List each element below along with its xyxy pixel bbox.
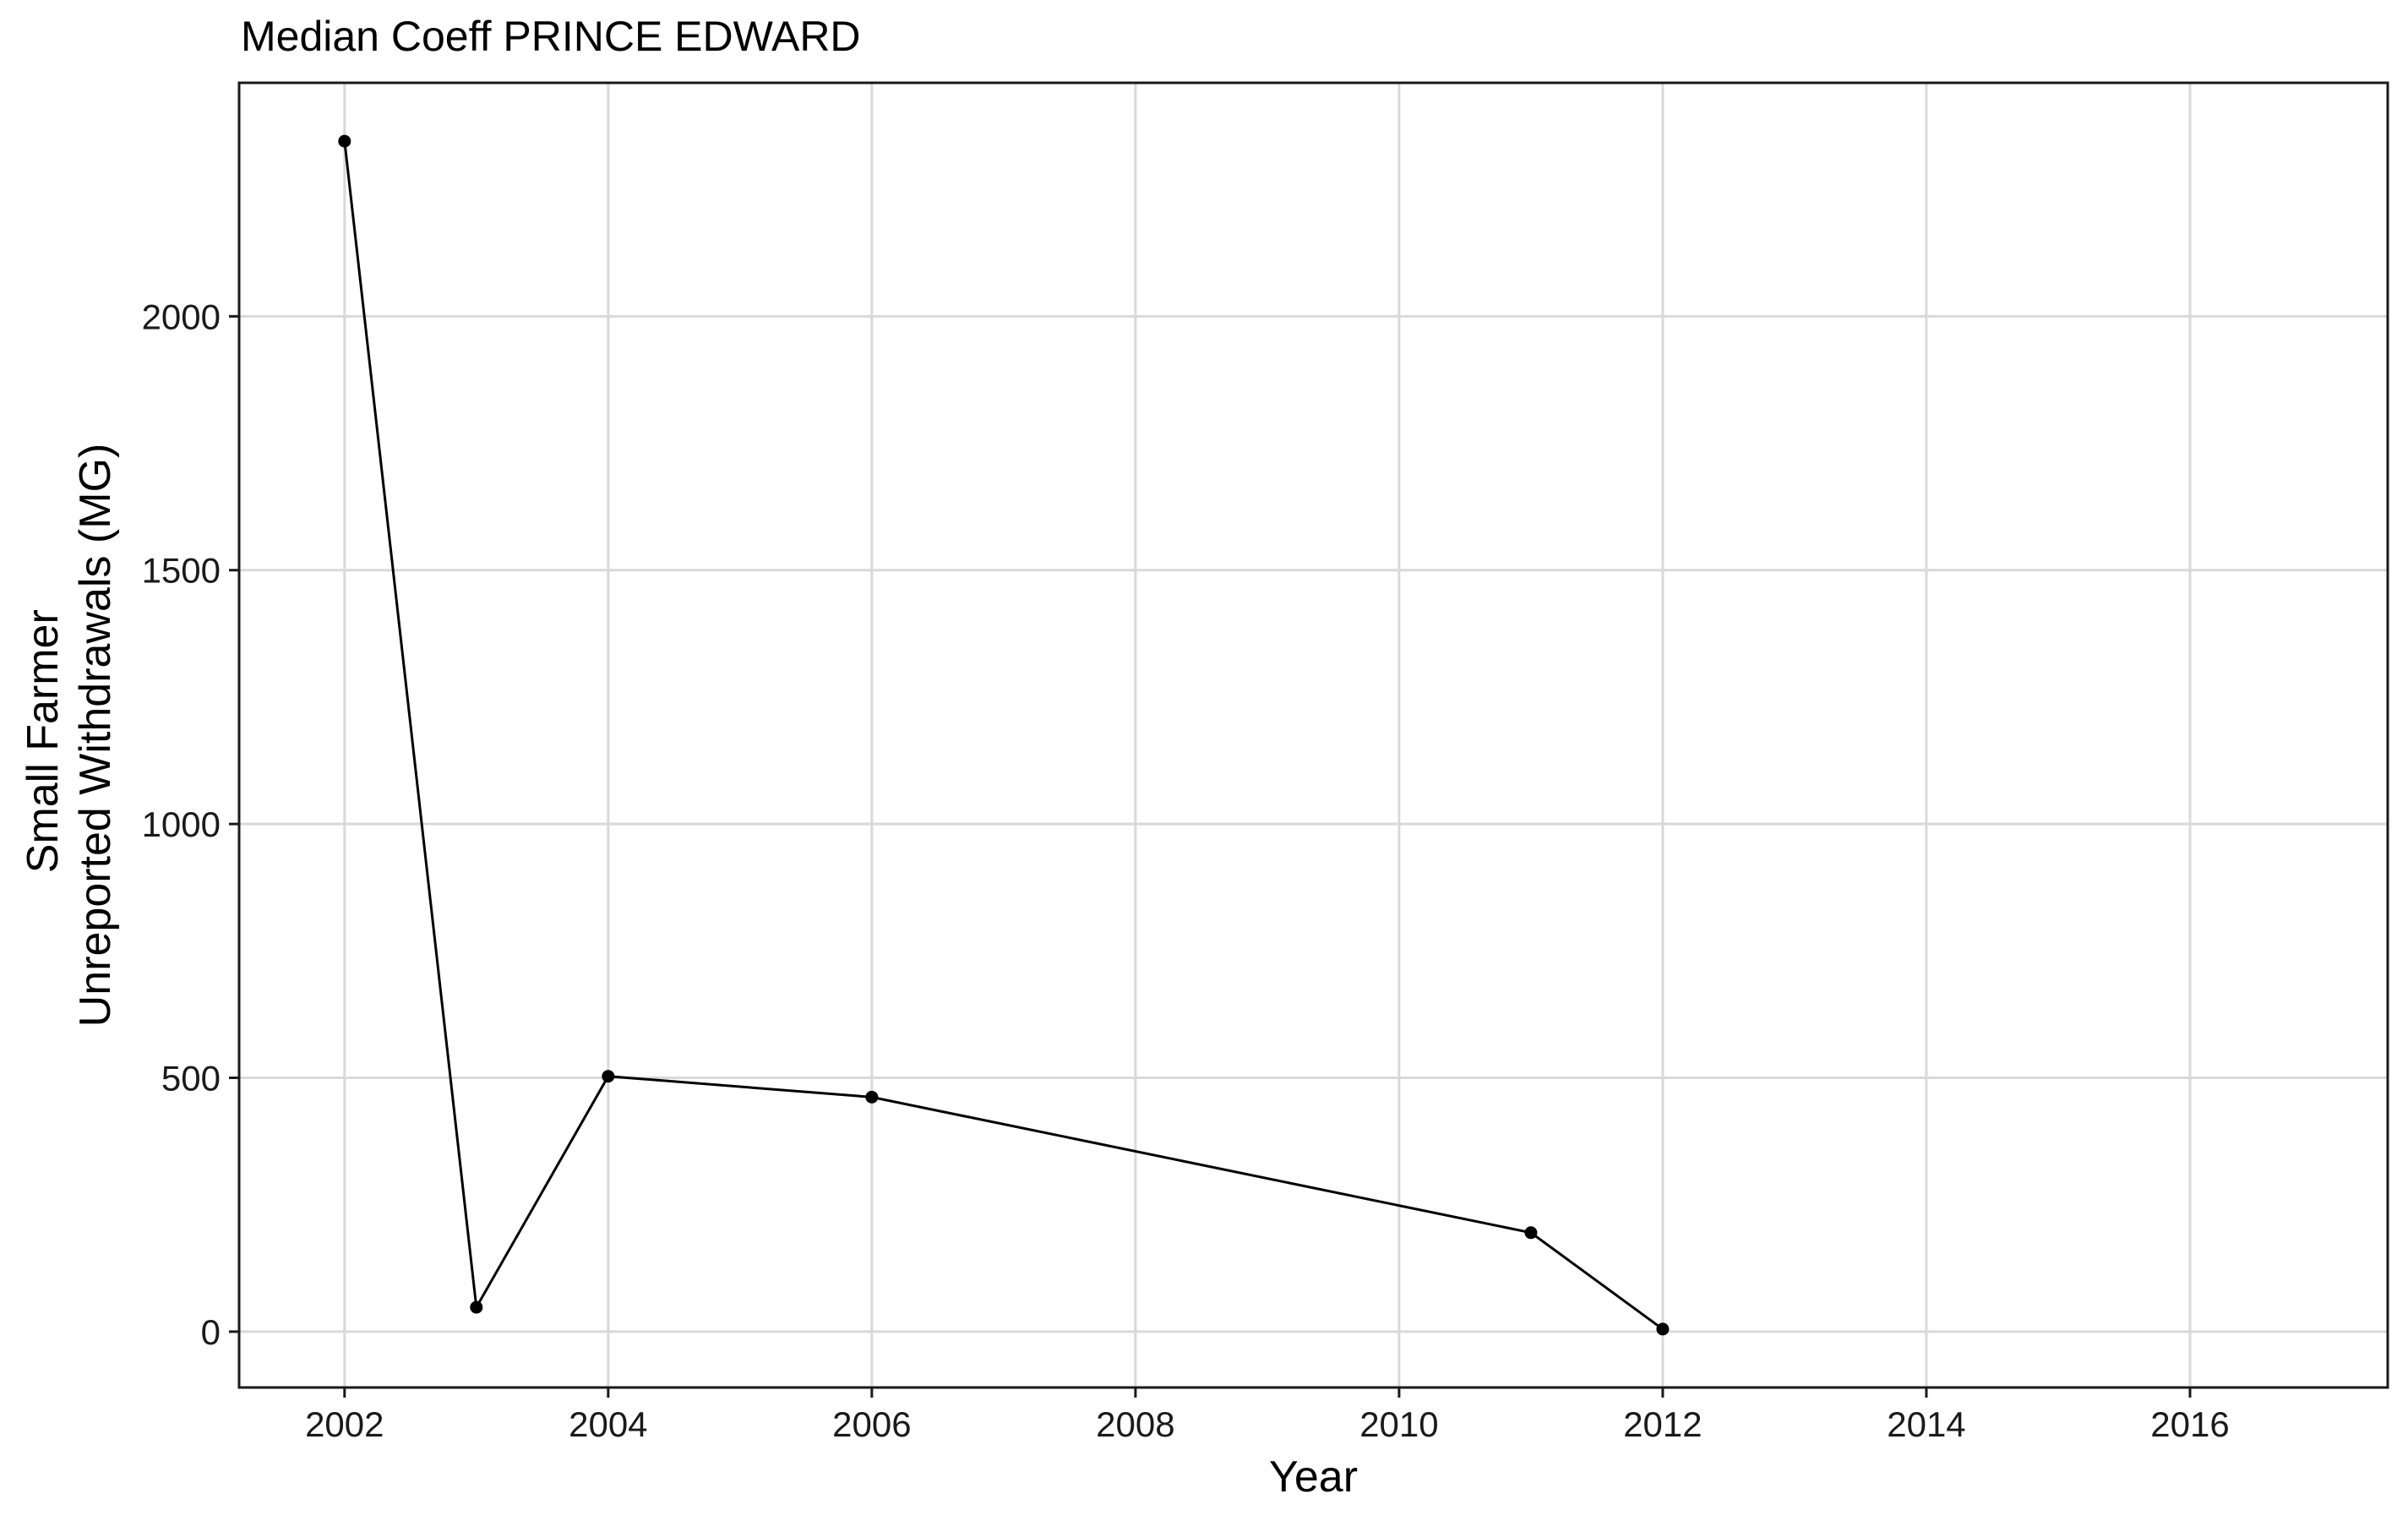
x-axis: 2002 2004 2006 2008 2010 2012 2014 2016 [305,1387,2230,1444]
data-point [1524,1226,1538,1240]
y-tick-label: 2000 [142,297,221,336]
x-tick-label: 2006 [832,1404,911,1444]
y-axis-title: Small Farmer Unreported Withdrawals (MG) [19,444,120,1028]
y-tick-label: 500 [161,1059,221,1098]
y-tick-label: 0 [201,1312,221,1352]
x-tick-label: 2016 [2150,1404,2229,1444]
chart-title: Median Coeff PRINCE EDWARD [241,13,861,60]
y-axis-title-line-2: Unreported Withdrawals (MG) [71,444,120,1028]
y-axis: 0 500 1000 1500 2000 [142,297,239,1352]
x-tick-label: 2014 [1887,1404,1965,1444]
series-line [343,140,1664,1331]
x-axis-title: Year [1269,1453,1358,1502]
plot-panel-border [237,81,2389,1389]
grid [239,83,2388,1387]
x-tick-label: 2004 [569,1404,647,1444]
data-point [338,134,351,148]
data-point [865,1090,879,1104]
y-tick-label: 1500 [142,551,221,591]
y-tick-label: 1000 [142,804,221,844]
x-tick-label: 2010 [1359,1404,1438,1444]
data-point [1656,1322,1670,1336]
points-layer [338,134,1670,1336]
x-tick-label: 2012 [1623,1404,1702,1444]
y-axis-title-line-1: Small Farmer [19,609,68,873]
data-point [470,1300,483,1314]
series-layer [343,140,1664,1331]
x-tick-label: 2008 [1096,1404,1174,1444]
x-tick-label: 2002 [305,1404,384,1444]
data-point [602,1070,615,1083]
